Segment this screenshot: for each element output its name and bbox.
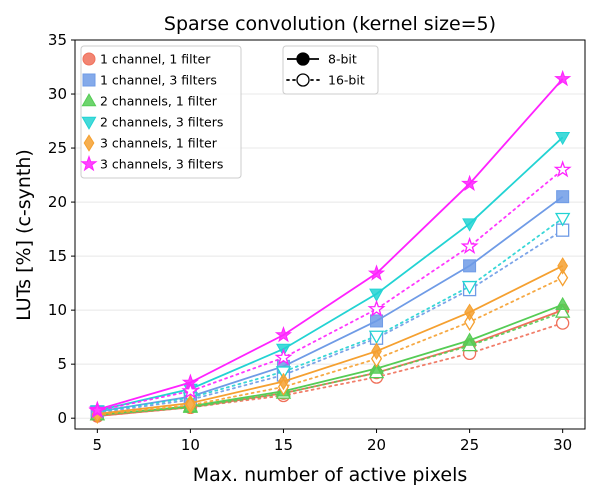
y-tick-label: 5: [57, 355, 67, 373]
series-line-16bit: [96, 311, 564, 416]
series-line-16bit: [96, 229, 564, 414]
data-point-8bit: [181, 373, 199, 390]
series-line-16bit: [96, 276, 564, 416]
x-tick-label: 25: [460, 436, 479, 454]
data-point-16bit: [181, 381, 200, 399]
data-point-8bit: [555, 131, 571, 146]
legend-label: 3 channels, 1 filter: [100, 136, 218, 151]
data-point-8bit: [185, 394, 196, 412]
data-point-8bit: [370, 314, 384, 328]
legend-marker: [82, 52, 96, 66]
y-tick-label: 15: [48, 247, 67, 265]
legend-marker: [80, 154, 98, 172]
legend-label: 2 channels, 3 filters: [100, 115, 223, 130]
data-point-8bit: [369, 288, 384, 302]
legend-style-label: 16-bit: [328, 73, 365, 88]
data-point-16bit: [554, 212, 571, 227]
data-point-16bit: [554, 304, 571, 318]
data-point-16bit: [460, 236, 479, 255]
data-point-16bit: [461, 280, 478, 295]
legend-marker: [81, 93, 97, 107]
data-point-16bit: [367, 299, 386, 317]
legend-style-marker: [296, 52, 310, 66]
legend-style-label: 8-bit: [328, 52, 357, 67]
chart-title: Sparse convolution (kernel size=5): [164, 13, 496, 35]
axis-ticks: 5 10 15 20 25 30 0 5 10 15 20 25 30 35: [48, 31, 572, 454]
series-5: [91, 257, 569, 424]
y-tick-label: 0: [57, 409, 67, 427]
legend-style-marker: [296, 73, 310, 87]
plot-frame: [74, 39, 586, 430]
series-6: [88, 69, 572, 419]
legend-label: 2 channels, 1 filter: [100, 94, 218, 109]
data-point-8bit: [367, 264, 386, 281]
x-tick-label: 20: [367, 436, 386, 454]
y-tick-label: 20: [48, 193, 67, 211]
legend-series: 1 channel, 1 filter 1 channel, 3 filters 2…: [80, 45, 242, 179]
data-point-8bit: [461, 174, 479, 192]
y-tick-label: 30: [48, 85, 67, 103]
data-point-16bit: [553, 160, 572, 178]
series-4: [89, 131, 571, 420]
legend-label: 1 channel, 1 filter: [100, 52, 211, 67]
x-tick-label: 10: [181, 436, 200, 454]
series-3: [89, 296, 571, 421]
data-point-8bit: [274, 325, 293, 343]
series-line-8bit: [97, 136, 564, 412]
legend-series-frame: [80, 45, 242, 179]
data-point-8bit: [462, 218, 478, 232]
legend-marker: [83, 134, 95, 152]
data-point-8bit: [463, 259, 477, 273]
data-point-8bit: [88, 400, 106, 417]
data-point-8bit: [462, 332, 478, 346]
x-tick-label: 15: [274, 436, 293, 454]
x-tick-label: 30: [553, 436, 572, 454]
data-point-8bit: [371, 342, 382, 360]
data-point-8bit: [556, 190, 570, 204]
series-line-8bit: [97, 303, 564, 416]
series-line-8bit: [97, 264, 564, 415]
x-axis-title: Max. number of active pixels: [193, 464, 468, 486]
legend-marker: [81, 116, 97, 130]
series-layer: [88, 69, 572, 424]
legend-label: 1 channel, 3 filters: [100, 73, 217, 88]
data-point-16bit: [464, 312, 476, 332]
legend-label: 3 channels, 3 filters: [100, 157, 223, 172]
data-point-8bit: [557, 257, 569, 275]
y-axis-title: LUTs [%] (c-synth): [13, 149, 35, 321]
data-point-16bit: [556, 316, 570, 330]
legend-style: 8-bit 16-bit: [282, 45, 379, 95]
y-tick-label: 25: [48, 139, 67, 157]
data-point-16bit: [557, 268, 569, 287]
data-point-16bit: [274, 348, 293, 366]
data-point-8bit: [555, 296, 571, 311]
series-line-16bit: [96, 217, 564, 413]
series-line-8bit: [97, 78, 564, 411]
x-tick-label: 5: [93, 436, 103, 454]
y-tick-label: 35: [48, 31, 67, 49]
data-point-8bit: [464, 303, 475, 322]
series-line-16bit: [96, 168, 564, 412]
series-line-8bit: [97, 195, 564, 413]
y-tick-label: 10: [48, 301, 67, 319]
data-point-16bit: [368, 330, 385, 345]
legend-marker: [82, 73, 96, 87]
data-point-8bit: [278, 372, 289, 391]
data-point-8bit: [554, 69, 572, 87]
